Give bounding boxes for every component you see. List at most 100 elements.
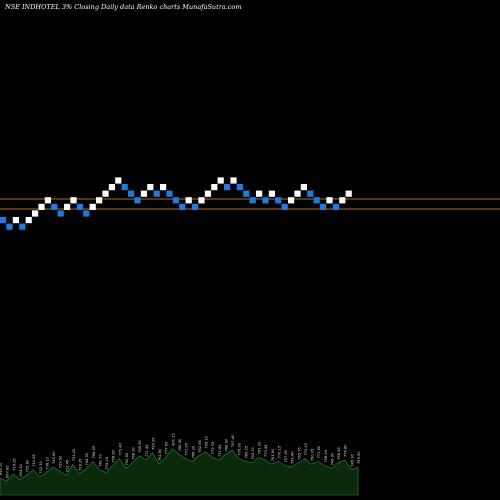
renko-brick-down (236, 184, 243, 191)
volume-value-label: 777.60 (165, 441, 169, 454)
volume-value-label: 697.85 (6, 465, 10, 478)
renko-brick-down (172, 197, 179, 204)
renko-brick-up (204, 190, 211, 197)
renko-brick-down (332, 203, 339, 210)
renko-brick-down (83, 210, 90, 217)
volume-value-label: 769.25 (244, 446, 248, 459)
volume-value-label: 765.75 (297, 447, 301, 460)
renko-brick-up (268, 190, 275, 197)
renko-brick-up (288, 197, 295, 204)
volume-value-label: 758.25 (324, 450, 328, 463)
volume-value-label: 790.25 (152, 437, 156, 450)
renko-brick-down (166, 190, 173, 197)
renko-brick-up (160, 184, 167, 191)
renko-brick-up (140, 190, 147, 197)
renko-brick-down (192, 203, 199, 210)
volume-value-label: 771.45 (145, 444, 149, 457)
renko-brick-down (249, 197, 256, 204)
renko-brick-down (281, 203, 288, 210)
renko-brick-up (345, 190, 352, 197)
renko-brick-up (211, 184, 218, 191)
renko-brick-up (96, 197, 103, 204)
volume-value-label: 738.10 (45, 456, 49, 469)
volume-value-label: 735.15 (105, 457, 109, 470)
renko-brick-up (44, 197, 51, 204)
renko-brick-down (275, 197, 282, 204)
volume-value-label: 788.60 (224, 438, 228, 451)
volume-area (0, 448, 359, 496)
renko-brick-down (128, 190, 135, 197)
renko-brick-up (108, 184, 115, 191)
volume-value-label: 773.45 (264, 444, 268, 457)
volume-value-label: 768.20 (191, 445, 195, 458)
volume-value-label: 752.40 (291, 451, 295, 464)
volume-value-label: 711.65 (32, 454, 36, 467)
renko-brick-up (32, 210, 39, 217)
renko-brick-up (115, 177, 122, 184)
renko-brick-down (76, 203, 83, 210)
volume-value-label: 771.85 (218, 444, 222, 457)
volume-value-label: 779.35 (211, 442, 215, 455)
volume-value-label: 786.40 (178, 438, 182, 451)
volume-value-label: 729.90 (59, 455, 63, 468)
renko-brick-up (102, 190, 109, 197)
volume-value-label: 749.90 (331, 452, 335, 465)
renko-brick-up (198, 197, 205, 204)
renko-brick-down (57, 210, 64, 217)
renko-brick-down (224, 184, 231, 191)
chart-title: NSE INDHOTEL 3% Closing Daily data Renko… (4, 3, 242, 11)
volume-value-label: 801.15 (171, 433, 175, 446)
renko-bricks (0, 177, 352, 230)
renko-brick-down (320, 203, 327, 210)
volume-value-label: 797.40 (231, 434, 235, 447)
volume-value-label: 725.80 (26, 459, 30, 472)
renko-brick-up (70, 197, 77, 204)
renko-brick-up (185, 197, 192, 204)
volume-value-label: 745.30 (350, 454, 354, 467)
renko-brick-down (262, 197, 269, 204)
volume-value-label: 751.20 (72, 448, 76, 461)
renko-brick-down (313, 197, 320, 204)
renko-brick-up (64, 203, 71, 210)
renko-brick-down (0, 217, 7, 224)
volume-value-label: 766.45 (337, 447, 341, 460)
volume-value-label: 752.65 (125, 453, 129, 466)
renko-brick-up (326, 197, 333, 204)
volume-value-label: 776.90 (238, 442, 242, 455)
volume-value-label: 761.80 (271, 448, 275, 461)
volume-value-label: 745.60 (52, 451, 56, 464)
volume-value-label: 744.90 (85, 452, 89, 465)
volume-value-label: 773.95 (185, 443, 189, 456)
renko-brick-down (179, 203, 186, 210)
volume-value-label: 774.80 (344, 444, 348, 457)
volume-value-label: 757.90 (284, 449, 288, 462)
volume-value-label: 770.15 (277, 446, 281, 459)
volume-value-label: 759.50 (357, 451, 361, 464)
volume-value-label: 795.10 (205, 435, 209, 448)
volume-value-label: 779.20 (304, 442, 308, 455)
renko-brick-up (300, 184, 307, 191)
renko-brick-down (243, 190, 250, 197)
renko-brick-up (256, 190, 263, 197)
renko-brick-down (307, 190, 314, 197)
volume-value-label: 760.35 (311, 449, 315, 462)
renko-brick-up (89, 203, 96, 210)
renko-brick-up (147, 184, 154, 191)
renko-brick-down (6, 223, 13, 230)
volume-value-label: 782.55 (198, 440, 202, 453)
volume-value-label: 762.80 (158, 448, 162, 461)
volume-value-label: 766.55 (92, 446, 96, 459)
volume-value-label: 702.30 (39, 461, 43, 474)
renko-brick-up (294, 190, 301, 197)
volume-value-label: 764.70 (251, 447, 255, 460)
volume-value-label: 771.60 (317, 445, 321, 458)
renko-brick-up (38, 203, 45, 210)
renko-brick-down (121, 184, 128, 191)
volume-value-label: 785.90 (138, 440, 142, 453)
volume-value-label: 768.30 (132, 447, 136, 460)
volume-value-label: 741.70 (98, 454, 102, 467)
renko-brick-up (230, 177, 237, 184)
volume-value-label: 699.70 (0, 462, 3, 475)
